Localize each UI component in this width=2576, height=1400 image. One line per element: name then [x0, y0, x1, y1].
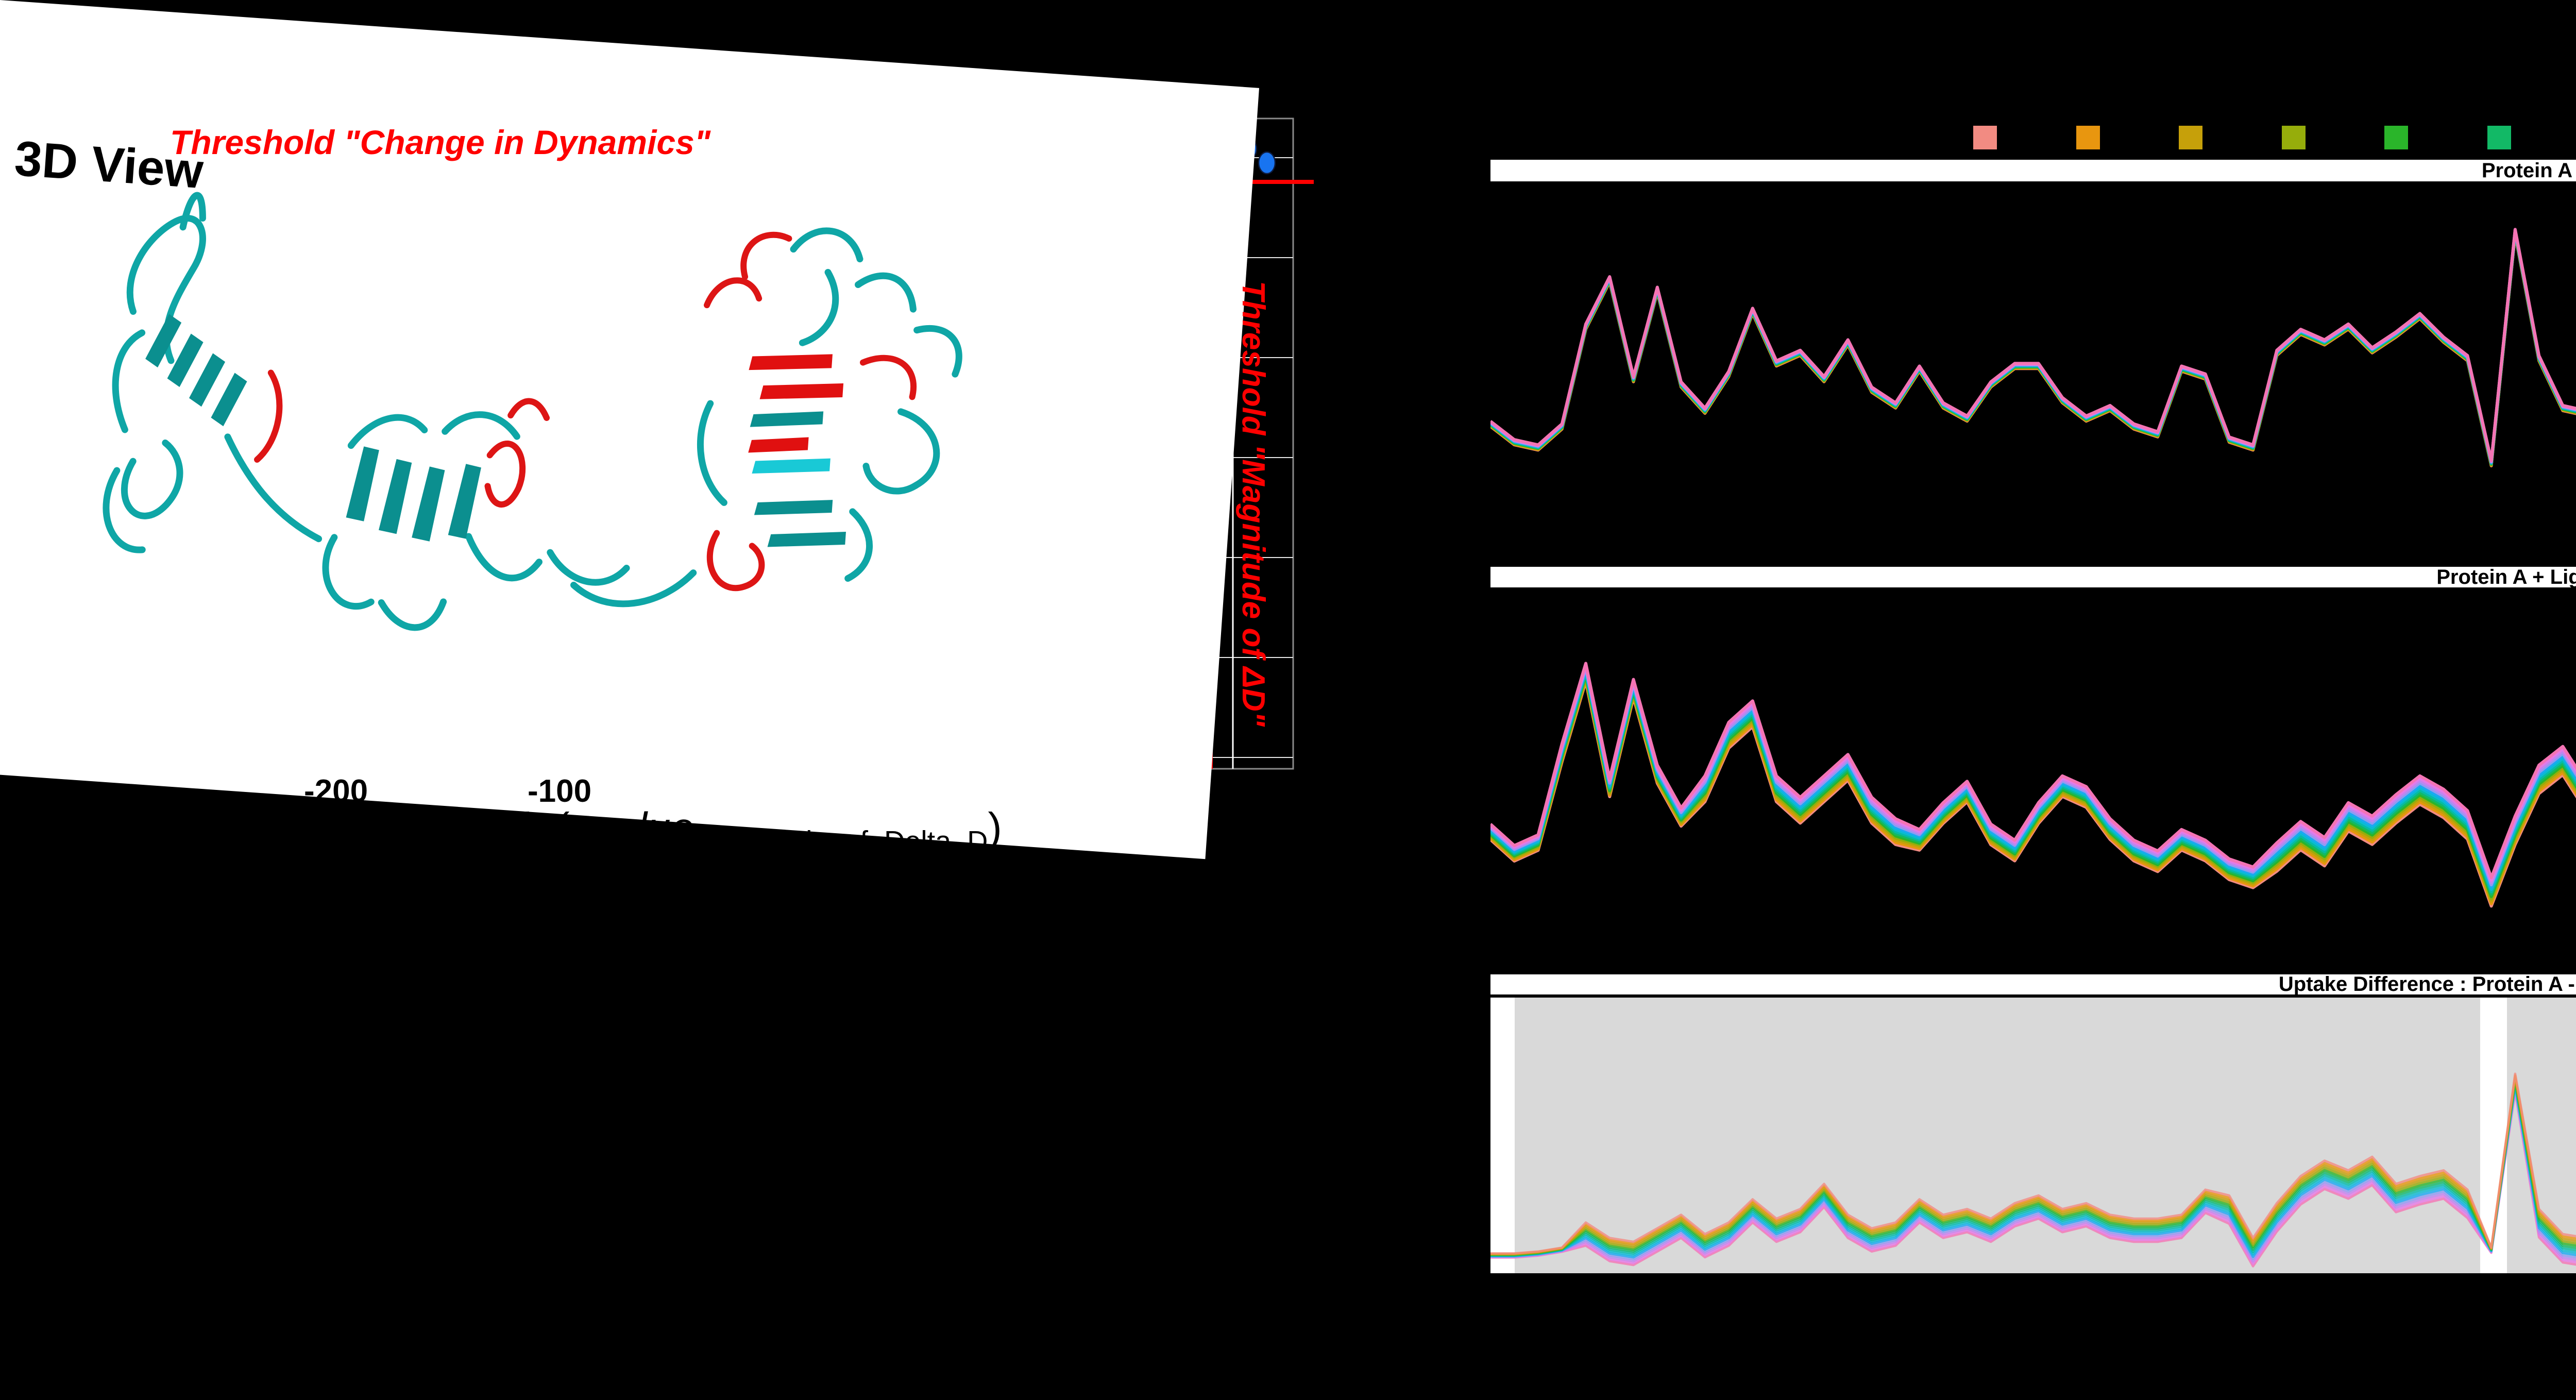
legend-swatch-3[interactable] — [2179, 126, 2202, 149]
legend-swatch-1[interactable] — [1973, 126, 1997, 149]
panel-protein-a-title: Protein A — [2481, 159, 2573, 182]
xaxis-label-subscript: Magnitude_of_Delta_D — [694, 825, 988, 857]
protein-strands-red — [748, 354, 844, 453]
threshold-change-in-dynamics-label: Threshold "Change in Dynamics" — [170, 123, 711, 161]
protein-strands-teal — [145, 314, 846, 547]
protein-structure[interactable] — [46, 125, 1163, 740]
uptake-line-series-13[interactable] — [1490, 228, 2576, 462]
uptake-line-series-5[interactable] — [1490, 231, 2576, 470]
uptake-line-series-8[interactable] — [1490, 230, 2576, 465]
panel-protein-a-plot[interactable] — [1490, 181, 2576, 541]
uptake-line-series-3[interactable] — [1490, 656, 2576, 903]
panel-uptake-difference-titlebar: Uptake Difference : Protein A - (Protein… — [1490, 973, 2576, 996]
volcano-x-tick--100: -100 — [528, 773, 592, 809]
xaxis-label-suffix: ) — [988, 804, 1002, 851]
uptake-line-series-13[interactable] — [1490, 639, 2576, 880]
scatter-point[interactable] — [1258, 151, 1276, 175]
uptake-line-series-4[interactable] — [1490, 655, 2576, 901]
panel-uptake-difference: Uptake Difference : Protein A - (Protein… — [1490, 973, 2576, 1273]
legend-swatch-4[interactable] — [2281, 126, 2306, 149]
panel-protein-a-ligand-title: Protein A + Ligand — [2436, 565, 2576, 588]
xaxis-label-pvalue: pvalue — [569, 804, 694, 851]
uptake-line-series-3[interactable] — [1490, 232, 2576, 483]
uptake-line-series-9[interactable] — [1490, 229, 2576, 464]
uptake-line-series-12[interactable] — [1490, 228, 2576, 463]
coverage-region — [1490, 998, 1515, 1273]
legend-swatch-6[interactable] — [2487, 126, 2511, 149]
uptake-line-series-5[interactable] — [1490, 653, 2576, 899]
protein-ribbon-teal — [103, 192, 962, 631]
uptake-line-series-11[interactable] — [1490, 228, 2576, 463]
uptake-line-series-10[interactable] — [1490, 229, 2576, 464]
xaxis-label-prefix: logit ( — [466, 804, 570, 851]
legend-swatch-5[interactable] — [2384, 126, 2408, 149]
panel-protein-a: Protein A — [1490, 159, 2576, 541]
uptake-line-series-2[interactable] — [1490, 232, 2576, 490]
legend-swatch-2[interactable] — [2076, 126, 2100, 149]
panel-protein-a-ligand: Protein A + Ligand — [1490, 565, 2576, 943]
protein-ribbon-red — [253, 231, 917, 591]
3d-view-card[interactable]: 3D View — [0, 0, 1260, 859]
uptake-line-series-4[interactable] — [1490, 231, 2576, 477]
panel-protein-a-ligand-titlebar: Protein A + Ligand — [1490, 565, 2576, 588]
panel-protein-a-titlebar: Protein A — [1490, 159, 2576, 182]
uptake-line-series-6[interactable] — [1490, 231, 2576, 465]
volcano-x-axis-label: logit (pvalueMagnitude_of_Delta_D) — [466, 804, 1002, 857]
uptake-line-series-1[interactable] — [1490, 1072, 2576, 1255]
threshold-magnitude-label: Threshold "Magnitude of ΔD" — [1235, 281, 1271, 727]
panel-uptake-difference-plot[interactable] — [1490, 998, 2576, 1273]
protein-strand-cyan — [752, 458, 831, 474]
uptake-line-series-7[interactable] — [1490, 230, 2576, 465]
panel-protein-a-ligand-plot[interactable] — [1490, 587, 2576, 943]
panel-uptake-difference-title: Uptake Difference : Protein A - (Protein… — [2278, 973, 2576, 996]
volcano-x-tick--200: -200 — [304, 773, 368, 809]
